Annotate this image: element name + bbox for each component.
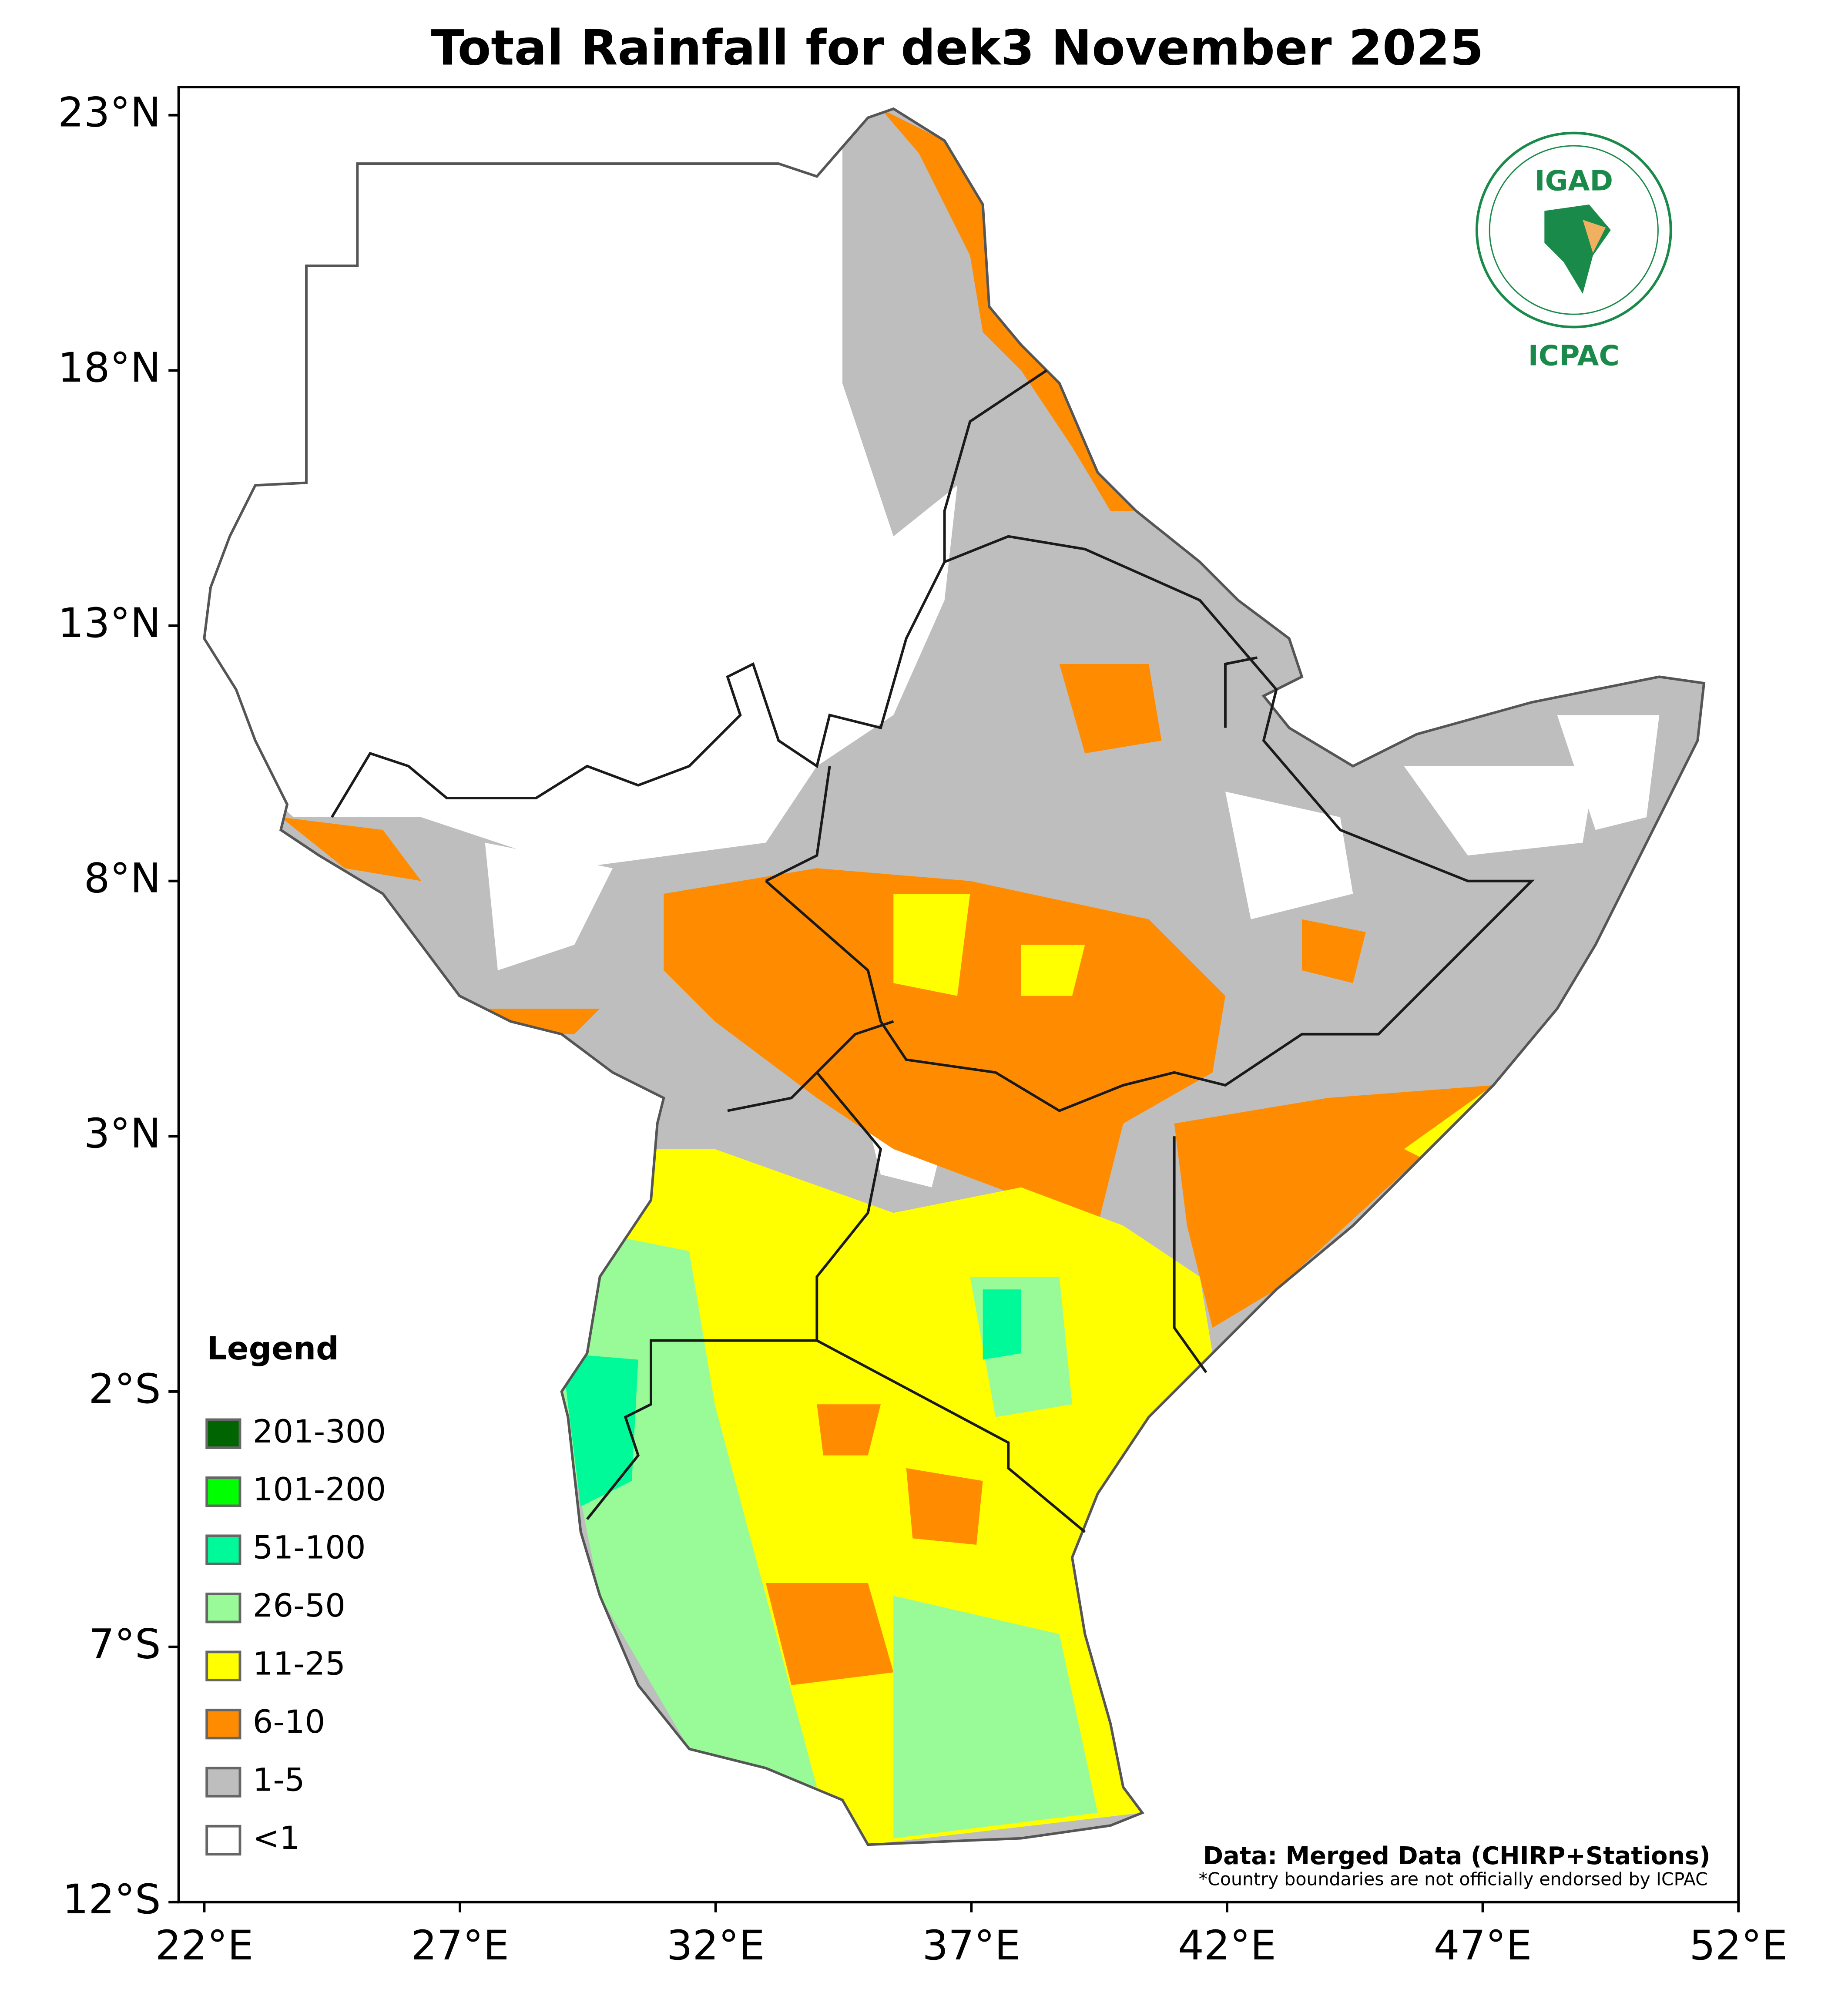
x-tick-label: 42°E — [1178, 1922, 1276, 1969]
logo-name: IGAD — [1535, 165, 1613, 198]
x-tick-label: 37°E — [922, 1922, 1020, 1969]
plot-frame — [177, 86, 1740, 1904]
legend-label: 6-10 — [253, 1704, 325, 1741]
rain-51-100 — [561, 1289, 1021, 1506]
rain-6-10 — [281, 664, 1226, 1226]
logo: IGAD ICPAC — [1475, 131, 1672, 372]
y-tick-label: 2°S — [88, 1365, 161, 1413]
map-title: Total Rainfall for dek3 November 2025 — [431, 20, 1484, 77]
x-tick-label: 32°E — [667, 1922, 765, 1969]
legend-swatch — [205, 1650, 241, 1681]
y-tick-label: 3°N — [84, 1110, 161, 1157]
logo-centre: ICPAC — [1528, 340, 1620, 372]
rain-6-10-east — [1174, 919, 1493, 1328]
legend-swatch — [205, 1476, 241, 1507]
legend-swatch — [205, 1534, 241, 1565]
logo-region — [1583, 220, 1606, 253]
y-tick-label: 13°N — [58, 600, 161, 647]
y-tick-label: 7°S — [88, 1621, 161, 1668]
legend-swatch — [205, 1825, 241, 1856]
x-tick-label: 52°E — [1689, 1922, 1788, 1969]
rain-11-25-patch — [893, 893, 1085, 996]
legend-swatch — [205, 1592, 241, 1624]
x-tick-label: 27°E — [411, 1922, 509, 1969]
legend-label: 201-300 — [253, 1413, 386, 1450]
country-boundaries — [331, 369, 1535, 1533]
legend-label: <1 — [253, 1820, 300, 1857]
rain-below-1 — [204, 108, 957, 869]
rainfall-field — [204, 108, 1704, 1845]
y-tick-label: 12°S — [63, 1876, 161, 1923]
y-tick-label: 23°N — [58, 89, 161, 137]
legend: 201-300 101-200 51-100 26-50 11-25 6-10 1-5 <1 — [205, 1413, 386, 1857]
legend-swatch — [205, 1767, 241, 1798]
legend-swatch — [205, 1418, 241, 1449]
x-tick-label: 47°E — [1434, 1922, 1532, 1969]
legend-label: 101-200 — [253, 1471, 386, 1508]
logo-inner-ring — [1489, 145, 1659, 315]
y-tick-label: 8°N — [84, 855, 161, 902]
legend-swatch — [205, 1708, 241, 1740]
legend-label: 26-50 — [253, 1587, 345, 1624]
rain-26-50 — [561, 1225, 1098, 1838]
disclaimer: *Country boundaries are not officially e… — [1199, 1868, 1708, 1889]
rain-6-10-south — [766, 1404, 983, 1685]
legend-label: 11-25 — [253, 1646, 345, 1683]
x-tick-label: 22°E — [155, 1922, 254, 1969]
legend-title: Legend — [207, 1330, 339, 1367]
y-tick-label: 18°N — [58, 344, 161, 392]
data-source: Data: Merged Data (CHIRP+Stations) — [1203, 1842, 1711, 1870]
legend-label: 51-100 — [253, 1530, 366, 1567]
legend-label: 1-5 — [253, 1762, 305, 1799]
